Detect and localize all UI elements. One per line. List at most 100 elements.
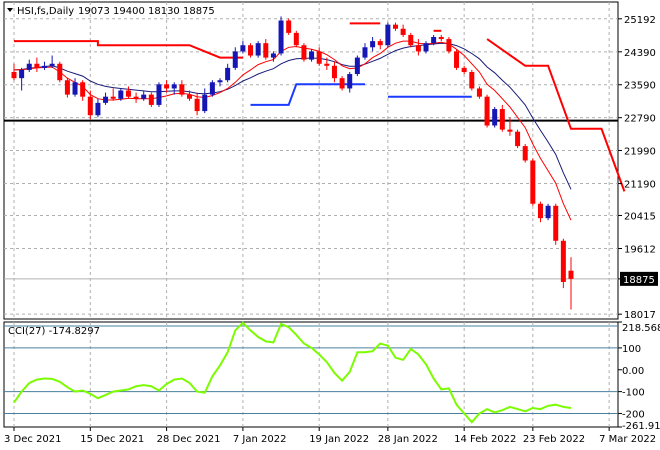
- candle: [225, 63, 231, 83]
- candle-body: [164, 84, 170, 89]
- cci-axis-label: -100: [622, 388, 645, 399]
- candle: [454, 49, 460, 70]
- candle: [11, 63, 17, 81]
- candle-body: [377, 41, 383, 46]
- candle-body: [42, 65, 48, 68]
- chart-header: HSI,fs,Daily 19073 19400 18130 18875: [7, 6, 215, 17]
- candle: [530, 158, 536, 206]
- candle: [499, 104, 505, 132]
- candle-body: [179, 84, 185, 95]
- candle-body: [385, 24, 391, 46]
- time-axis-label: 7 Mar 2022: [599, 434, 656, 445]
- candle: [415, 39, 421, 56]
- price-axis-label: 21990: [624, 146, 656, 157]
- cci-axis-label: -261.910: [622, 421, 660, 432]
- candle: [537, 201, 543, 223]
- candle-body: [72, 82, 78, 95]
- candle: [118, 88, 124, 101]
- time-axis-label: 28 Jan 2022: [378, 434, 438, 445]
- cci-level-lines: [4, 325, 618, 414]
- cci-axis-label: 0.00: [622, 366, 644, 377]
- candle: [57, 61, 63, 83]
- candle: [141, 90, 147, 101]
- cci-line: [13, 321, 572, 424]
- candle: [263, 39, 269, 60]
- candle: [553, 203, 559, 245]
- candle: [133, 92, 139, 103]
- candle-body: [545, 205, 551, 219]
- candle: [469, 69, 475, 91]
- candle-body: [186, 94, 192, 99]
- candle: [19, 67, 25, 91]
- trailing-stop-lines: [14, 22, 626, 192]
- candle-body: [446, 39, 452, 52]
- candle-body: [537, 203, 543, 219]
- collapse-triangle-icon[interactable]: [7, 8, 13, 12]
- candle-body: [293, 32, 299, 46]
- price-axis-label: 25192: [624, 15, 656, 26]
- candle-body: [19, 69, 25, 79]
- candle: [26, 59, 32, 72]
- candle-body: [354, 57, 360, 75]
- candle: [202, 88, 208, 114]
- candle-body: [560, 240, 566, 282]
- candle: [209, 80, 215, 97]
- time-axis-label: 14 Feb 2022: [454, 434, 516, 445]
- candle-body: [11, 71, 17, 79]
- candle: [446, 36, 452, 54]
- candle-body: [118, 90, 124, 99]
- candle: [286, 18, 292, 35]
- candle: [347, 71, 353, 93]
- price-axis-label: 18017: [624, 310, 656, 321]
- candle-body: [171, 84, 177, 89]
- candle: [560, 238, 566, 289]
- candle-body: [324, 63, 330, 66]
- candle-body: [408, 34, 414, 46]
- candle: [339, 76, 345, 91]
- candle-body: [331, 65, 337, 79]
- price-axis-label: 20415: [624, 211, 656, 222]
- candle: [423, 41, 429, 54]
- candle-body: [217, 80, 223, 83]
- candle-body: [393, 24, 398, 29]
- current-price-label: 18875: [623, 275, 655, 286]
- candle-body: [248, 45, 254, 56]
- cci-series: [13, 321, 572, 424]
- candle: [270, 51, 276, 62]
- time-axis-label: 3 Dec 2021: [4, 434, 62, 445]
- candle-body: [141, 94, 147, 99]
- candle: [362, 43, 368, 60]
- ohlc-readout: 19073 19400 18130 18875: [78, 6, 215, 17]
- candle: [568, 257, 574, 310]
- candle-body: [202, 94, 208, 112]
- candle-body: [240, 45, 246, 52]
- candle-body: [415, 45, 421, 52]
- candle: [186, 90, 192, 101]
- candle-body: [57, 63, 63, 81]
- price-axis-label: 23590: [624, 81, 656, 92]
- price-axis-label: 21190: [624, 180, 656, 191]
- candle: [255, 41, 261, 58]
- candle: [110, 88, 116, 101]
- candle: [248, 43, 254, 58]
- candle: [232, 47, 238, 70]
- price-grid: [4, 2, 618, 319]
- candle: [515, 129, 521, 149]
- candle: [156, 82, 162, 107]
- candle: [316, 47, 322, 66]
- candle-body: [255, 43, 261, 56]
- candle: [148, 92, 154, 107]
- candle: [484, 94, 490, 128]
- current-price-tag: [620, 271, 658, 286]
- candle-body: [286, 20, 292, 33]
- candle: [492, 106, 498, 128]
- candle: [72, 78, 78, 97]
- price-axis-label: 19612: [624, 245, 656, 256]
- candle-body: [362, 47, 368, 58]
- candle-body: [370, 41, 376, 48]
- candle: [240, 41, 246, 54]
- slow-moving-average: [13, 42, 572, 190]
- candle: [522, 144, 528, 163]
- candle-body: [469, 71, 475, 89]
